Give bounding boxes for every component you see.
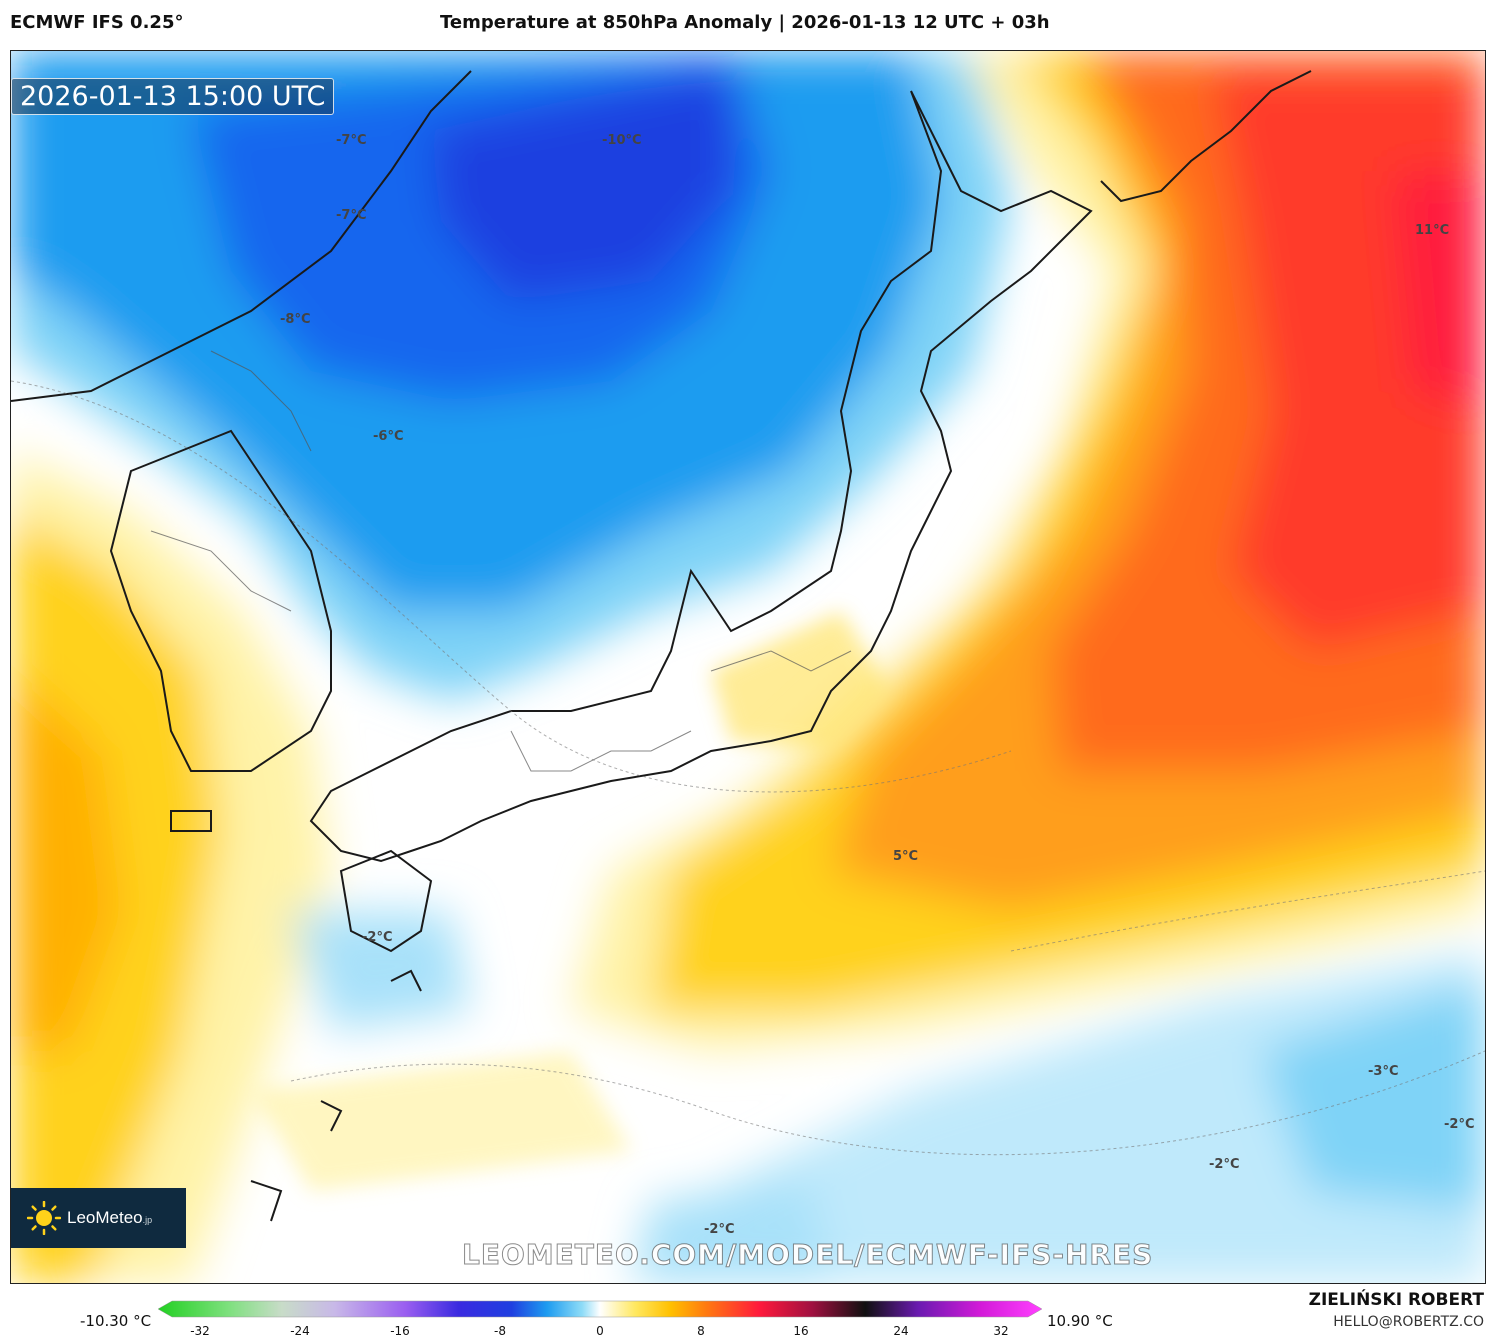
logo-text: LeoMeteo.jp (67, 1208, 153, 1227)
colorbar-tick: 32 (993, 1324, 1009, 1338)
colorbar-tick: -16 (390, 1324, 410, 1338)
sun-icon (27, 1201, 61, 1235)
colorbar-tick: -8 (494, 1324, 506, 1338)
colorbar-min-label: -10.30 °C (80, 1312, 152, 1330)
contour-label: -2°C (704, 1222, 735, 1237)
author-email[interactable]: HELLO@ROBERTZ.CO (1333, 1314, 1484, 1330)
colorbar-tick: 24 (893, 1324, 909, 1338)
contour-label: -7°C (336, 133, 367, 148)
contour-label: -7°C (336, 208, 367, 223)
colorbar-tick: 8 (697, 1324, 705, 1338)
anomaly-map (10, 50, 1486, 1284)
valid-time-badge: 2026-01-13 15:00 UTC (11, 78, 335, 115)
contour-label: -2°C (1209, 1157, 1240, 1172)
contour-label: -3°C (1368, 1064, 1399, 1079)
contour-label: -2°C (362, 930, 393, 945)
model-label: ECMWF IFS 0.25° (10, 12, 184, 33)
watermark-url: LEOMETEO.COM/MODEL/ECMWF-IFS-HRES (461, 1238, 1154, 1272)
chart-title: Temperature at 850hPa Anomaly | 2026-01-… (440, 12, 1050, 33)
colorbar-tick: -24 (290, 1324, 310, 1338)
colorbar-tick: 0 (596, 1324, 604, 1338)
colorbar-tick: 16 (793, 1324, 809, 1338)
contour-label: 11°C (1415, 223, 1450, 238)
leometeo-logo[interactable]: LeoMeteo.jp (11, 1188, 186, 1248)
contour-label: 5°C (893, 849, 919, 864)
colorbar-tick: -32 (190, 1324, 210, 1338)
author-name: ZIELIŃSKI ROBERT (1308, 1290, 1484, 1310)
colorbar-max-label: 10.90 °C (1047, 1312, 1113, 1330)
contour-label: -8°C (280, 312, 311, 327)
contour-label: -2°C (1444, 1117, 1475, 1132)
colorbar (158, 1300, 1042, 1318)
map-canvas (11, 51, 1485, 1283)
contour-label: -6°C (373, 429, 404, 444)
contour-label: -10°C (602, 133, 642, 148)
